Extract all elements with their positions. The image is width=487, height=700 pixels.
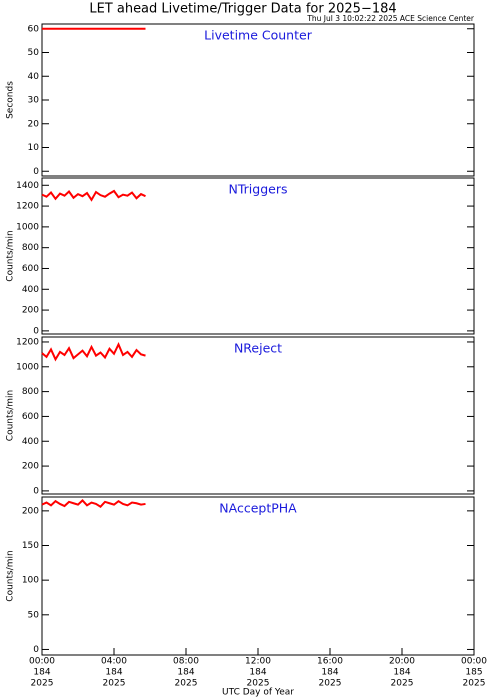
x-tick-label: 16:00 [317, 657, 343, 667]
data-line [41, 189, 146, 202]
y-tick-label: 10 [28, 143, 40, 153]
y-tick-label: 50 [28, 48, 40, 58]
x-tick-label: 2025 [247, 679, 270, 689]
data-line [41, 499, 146, 508]
x-tick-label: 184 [33, 668, 50, 678]
y-tick-label: 50 [28, 610, 40, 620]
x-tick-label: 2025 [463, 679, 486, 689]
x-tick-label: 184 [177, 668, 194, 678]
plot-frame [41, 336, 475, 495]
x-tick-label: 04:00 [101, 657, 127, 667]
panel-title: Livetime Counter [204, 28, 313, 43]
x-tick-label: 12:00 [245, 657, 271, 667]
x-axis-label: UTC Day of Year [222, 688, 294, 698]
x-tick-label: 00:00 [29, 657, 55, 667]
y-axis-label: Counts/min [6, 390, 16, 441]
y-tick-label: 30 [28, 96, 40, 106]
x-tick-label: 2025 [175, 679, 198, 689]
y-tick-label: 600 [22, 412, 39, 422]
y-tick-label: 1200 [16, 337, 39, 347]
y-tick-label: 150 [22, 541, 39, 551]
y-tick-label: 400 [22, 285, 39, 295]
plot-frame [41, 177, 475, 335]
y-tick-label: 0 [33, 167, 39, 177]
y-tick-label: 200 [22, 306, 39, 316]
data-line [41, 342, 146, 362]
y-axis-label: Seconds [6, 81, 16, 119]
panel-title: NReject [234, 341, 282, 356]
y-tick-label: 200 [22, 462, 39, 472]
panel-title: NTriggers [229, 182, 288, 197]
x-tick-label: 184 [393, 668, 410, 678]
y-tick-label: 1400 [16, 181, 39, 191]
y-tick-label: 60 [28, 24, 40, 34]
timestamp: Thu Jul 3 10:02:22 2025 ACE Science Cent… [306, 14, 475, 23]
y-tick-label: 0 [33, 486, 39, 496]
x-tick-label: 00:00 [461, 657, 487, 667]
y-axis-label: Counts/min [6, 230, 16, 281]
y-tick-label: 800 [22, 243, 39, 253]
y-tick-label: 0 [33, 645, 39, 655]
y-tick-label: 800 [22, 387, 39, 397]
y-axis-label: Counts/min [6, 550, 16, 601]
y-tick-label: 600 [22, 264, 39, 274]
x-tick-label: 184 [105, 668, 122, 678]
x-tick-label: 184 [321, 668, 338, 678]
y-tick-label: 200 [22, 506, 39, 516]
y-tick-label: 1200 [16, 202, 39, 212]
x-tick-label: 20:00 [389, 657, 415, 667]
y-tick-label: 400 [22, 437, 39, 447]
x-tick-label: 2025 [319, 679, 342, 689]
x-tick-label: 184 [249, 668, 266, 678]
panel-title: NAcceptPHA [219, 501, 297, 516]
chart-title: LET ahead Livetime/Trigger Data for 2025… [89, 2, 396, 17]
x-tick-label: 2025 [103, 679, 126, 689]
y-tick-label: 100 [22, 576, 39, 586]
y-tick-label: 20 [28, 119, 40, 129]
y-tick-label: 1000 [16, 222, 39, 232]
y-tick-label: 40 [28, 72, 40, 82]
x-tick-label: 2025 [391, 679, 414, 689]
x-tick-label: 2025 [31, 679, 54, 689]
y-tick-label: 1000 [16, 362, 39, 372]
y-tick-label: 0 [33, 326, 39, 336]
x-tick-label: 08:00 [173, 657, 199, 667]
x-tick-label: 185 [465, 668, 482, 678]
